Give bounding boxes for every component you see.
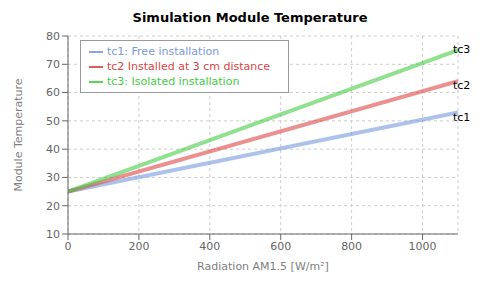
svg-text:800: 800 bbox=[341, 240, 362, 253]
svg-text:Radiation AM1.5 [W/m²]: Radiation AM1.5 [W/m²] bbox=[197, 260, 329, 273]
svg-text:tc3: tc3 bbox=[453, 43, 470, 56]
svg-text:80: 80 bbox=[46, 30, 60, 43]
svg-text:600: 600 bbox=[270, 240, 291, 253]
html-text:Simulation Module Temperature: Simulation Module Temperature bbox=[132, 10, 368, 25]
html-text:tc3: Isolated installation: tc3: Isolated installation bbox=[107, 75, 240, 88]
svg-text:0: 0 bbox=[65, 240, 72, 253]
svg-text:200: 200 bbox=[128, 240, 149, 253]
svg-text:400: 400 bbox=[199, 240, 220, 253]
svg-text:tc1: tc1 bbox=[453, 111, 470, 124]
svg-text:Module Temperature: Module Temperature bbox=[12, 78, 25, 191]
svg-text:tc2: tc2 bbox=[453, 79, 470, 92]
svg-text:10: 10 bbox=[46, 228, 60, 241]
svg-text:60: 60 bbox=[46, 86, 60, 99]
svg-text:70: 70 bbox=[46, 58, 60, 71]
svg-text:1000: 1000 bbox=[409, 240, 437, 253]
svg-text:40: 40 bbox=[46, 143, 60, 156]
svg-text:50: 50 bbox=[46, 115, 60, 128]
html-text:tc1: Free installation: tc1: Free installation bbox=[107, 45, 220, 58]
html-text:tc2 Installed at 3 cm distance: tc2 Installed at 3 cm distance bbox=[107, 60, 271, 73]
svg-text:20: 20 bbox=[46, 200, 60, 213]
svg-text:30: 30 bbox=[46, 171, 60, 184]
